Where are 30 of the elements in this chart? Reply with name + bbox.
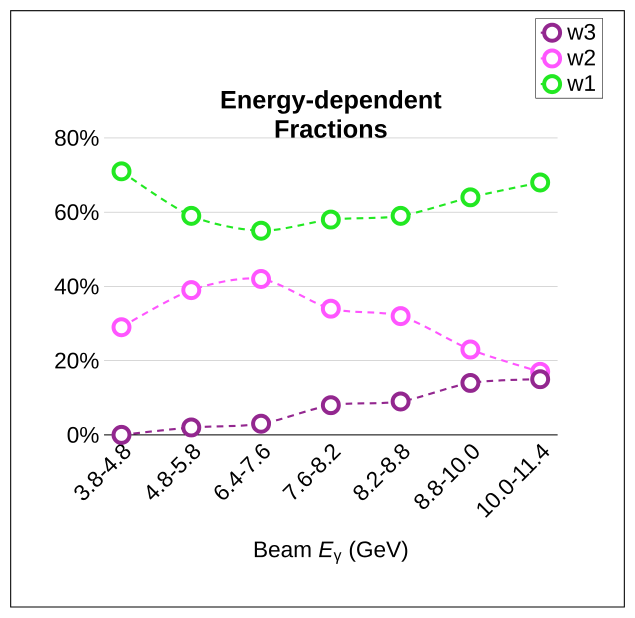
point	[251, 269, 272, 290]
legend-label: w2	[567, 50, 595, 66]
point	[181, 418, 202, 438]
point	[251, 220, 272, 241]
y-tick-label: 60%	[55, 204, 99, 220]
point	[112, 317, 132, 338]
point	[460, 373, 480, 394]
point	[530, 369, 550, 390]
point	[112, 162, 132, 182]
chart-title: Energy-dependent Fractions	[222, 90, 442, 138]
point	[390, 306, 411, 326]
point	[460, 188, 480, 208]
point	[390, 392, 411, 412]
point	[320, 298, 341, 319]
legend-label: w1	[567, 75, 595, 92]
point	[112, 425, 132, 446]
point	[320, 395, 341, 416]
point	[320, 210, 341, 230]
y-tick-label: 40%	[54, 278, 99, 295]
point	[460, 340, 480, 360]
legend-label: w3	[567, 24, 596, 40]
point	[251, 414, 272, 434]
y-tick-label: 20%	[55, 352, 99, 369]
point	[181, 280, 202, 300]
point	[530, 172, 550, 193]
point	[390, 206, 411, 226]
point	[181, 206, 202, 226]
x-axis-title: Beam E$_{γ}$ (GeV)	[254, 540, 408, 564]
y-tick-label: 0%	[68, 427, 99, 444]
y-tick-label: 80%	[55, 130, 99, 146]
